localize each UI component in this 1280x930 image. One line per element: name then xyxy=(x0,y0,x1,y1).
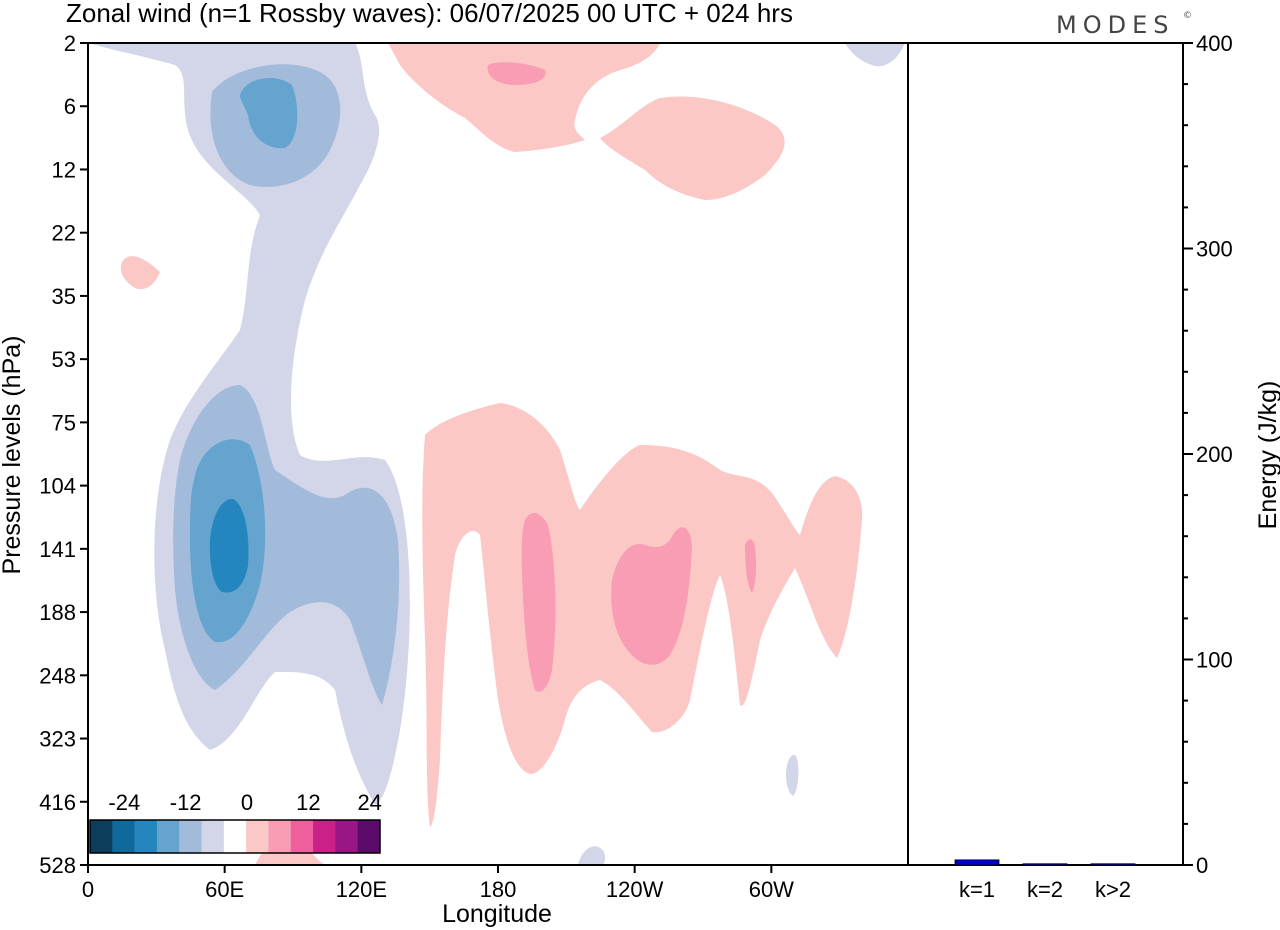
x-axis-label: Longitude xyxy=(442,900,552,928)
negative-region-small-lower xyxy=(786,754,799,796)
negative-region-small-bottom xyxy=(578,846,606,865)
colorbar-swatch xyxy=(134,820,158,853)
energy-y-tick-label: 0 xyxy=(1196,853,1208,878)
x-tick-label: 60E xyxy=(205,877,244,902)
energy-y-tick-label: 200 xyxy=(1196,442,1233,467)
colorbar-tick-label: 12 xyxy=(296,790,320,815)
energy-bars xyxy=(954,859,1136,866)
y-tick-label: 75 xyxy=(52,410,76,435)
colorbar-tick-label: 24 xyxy=(357,790,381,815)
colorbar-swatch xyxy=(268,820,292,853)
colorbar-swatch xyxy=(179,820,202,853)
y-tick-label: 12 xyxy=(52,157,76,182)
y-tick-label: 104 xyxy=(39,474,76,499)
modes-logo: MODES xyxy=(1056,11,1174,39)
logo-copyright-mark: © xyxy=(1183,11,1192,21)
negative-region-band-3 xyxy=(190,77,298,643)
y-axis-label: Pressure levels (hPa) xyxy=(0,336,26,575)
colorbar-swatch xyxy=(290,820,314,853)
colorbar-swatch xyxy=(112,820,135,853)
x-tick-label: 120E xyxy=(336,877,387,902)
colorbar-swatch xyxy=(335,820,358,853)
colorbar-frame xyxy=(89,819,381,854)
colorbar-swatch xyxy=(223,820,247,853)
energy-y-tick-label: 100 xyxy=(1196,648,1233,673)
colorbar-swatch xyxy=(357,820,381,853)
y-tick-label: 6 xyxy=(64,94,76,119)
x-tick-label: 120W xyxy=(606,877,664,902)
energy-bar xyxy=(954,859,1000,866)
y-tick-label: 2 xyxy=(64,31,76,56)
colorbar-swatch xyxy=(156,820,180,853)
colorbar-tick-label: -12 xyxy=(170,790,202,815)
colorbar-swatch xyxy=(90,820,113,853)
energy-x-tick-label: k=1 xyxy=(959,877,995,902)
y-tick-label: 248 xyxy=(39,663,76,688)
y-tick-label: 528 xyxy=(39,853,76,878)
energy-y-axis-label: Energy (J/kg) xyxy=(1254,381,1280,530)
energy-panel: k=1 k=2 k>2 0 100 200 300 400 Energy (J/kg) xyxy=(907,31,1280,902)
energy-bar xyxy=(1090,863,1136,866)
x-tick-label: 180 xyxy=(480,877,517,902)
energy-x-axis: k=1 k=2 k>2 xyxy=(959,877,1131,902)
y-tick-label: 416 xyxy=(39,790,76,815)
y-tick-label: 141 xyxy=(39,537,76,562)
y-tick-label: 22 xyxy=(52,221,76,246)
energy-x-tick-label: k>2 xyxy=(1095,877,1131,902)
colorbar-swatch xyxy=(313,820,336,853)
energy-bar xyxy=(1022,863,1068,866)
energy-y-axis: 0 100 200 300 400 xyxy=(1183,31,1233,878)
colorbar-swatch xyxy=(246,820,269,853)
energy-y-tick-label: 300 xyxy=(1196,237,1233,262)
x-axis: 0 60E 120E 180 120W 60W xyxy=(82,865,794,902)
energy-y-tick-label: 400 xyxy=(1196,31,1233,56)
energy-frame xyxy=(907,42,1184,866)
y-tick-label: 323 xyxy=(39,727,76,752)
x-tick-label: 60W xyxy=(749,877,794,902)
chart-title: Zonal wind (n=1 Rossby waves): 06/07/202… xyxy=(66,0,793,28)
y-tick-label: 53 xyxy=(52,347,76,372)
x-tick-label: 0 xyxy=(82,877,94,902)
negative-region-band-4 xyxy=(209,498,249,593)
y-tick-label: 188 xyxy=(39,600,76,625)
y-axis: 2 6 12 22 35 53 75 104 141 188 248 323 416 528 xyxy=(39,31,88,878)
positive-region-band-2 xyxy=(487,62,756,692)
colorbar-swatch xyxy=(201,820,225,853)
colorbar: -24 -12 0 12 24 xyxy=(89,790,382,854)
contour-panel xyxy=(87,42,909,866)
energy-x-tick-label: k=2 xyxy=(1027,877,1063,902)
negative-region-small-top-right xyxy=(845,43,905,67)
colorbar-tick-label: 0 xyxy=(241,790,253,815)
positive-region-band-1 xyxy=(120,43,863,865)
y-tick-label: 35 xyxy=(52,284,76,309)
colorbar-tick-label: -24 xyxy=(108,790,140,815)
